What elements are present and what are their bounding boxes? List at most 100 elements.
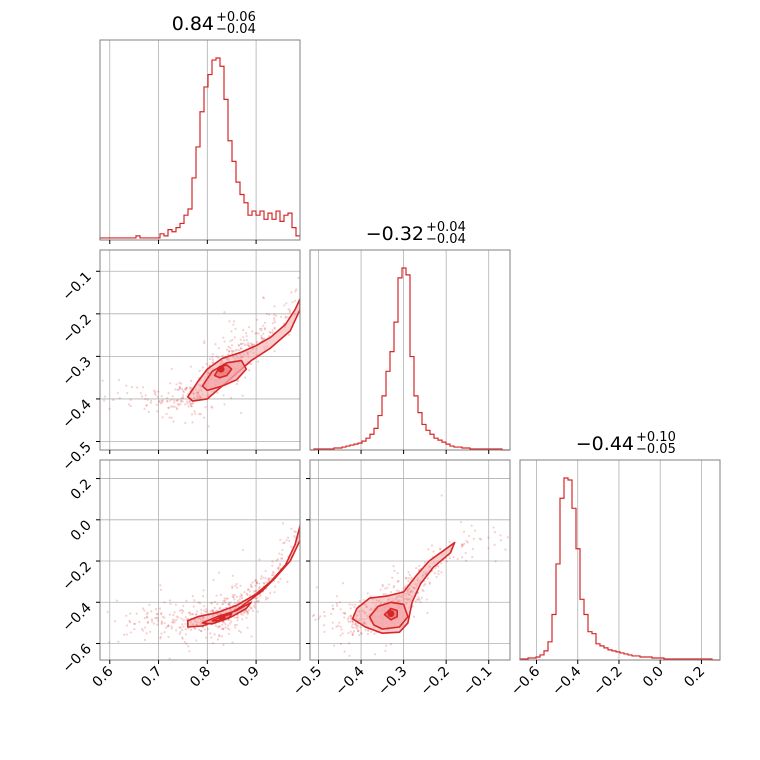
sample-point	[244, 609, 248, 612]
sample-point	[250, 635, 253, 638]
sample-point	[229, 339, 232, 343]
sample-point	[233, 594, 237, 597]
sample-point	[240, 593, 243, 596]
sample-point	[293, 299, 297, 302]
sample-point	[161, 399, 164, 402]
sample-point	[250, 606, 253, 609]
sample-point	[241, 394, 244, 397]
sample-point	[219, 593, 222, 596]
sample-point	[348, 642, 351, 645]
sample-point	[177, 404, 180, 407]
sample-point	[178, 386, 181, 389]
sample-point	[156, 613, 159, 616]
sample-point	[356, 625, 360, 628]
sample-point	[228, 602, 231, 605]
sample-point	[218, 625, 222, 628]
sample-point	[189, 402, 192, 405]
sample-point	[268, 330, 271, 334]
sample-point	[190, 379, 193, 382]
sample-point	[312, 613, 316, 617]
sample-point	[412, 615, 416, 618]
x-tick-label: 0.8	[187, 664, 214, 691]
sample-point	[129, 612, 132, 615]
sample-point	[189, 404, 193, 408]
sample-point	[273, 305, 276, 308]
sample-point	[246, 343, 249, 346]
sample-point	[216, 638, 220, 641]
sample-point	[112, 398, 115, 402]
sample-point	[165, 626, 168, 629]
sample-point	[182, 664, 184, 666]
sample-point	[239, 347, 242, 350]
sample-point	[426, 577, 429, 580]
sample-point	[228, 350, 231, 353]
sample-point	[254, 578, 257, 582]
sample-point	[189, 387, 192, 390]
sample-point	[250, 362, 253, 365]
sample-point	[323, 610, 326, 614]
sample-point	[257, 332, 260, 335]
sample-point	[190, 405, 193, 408]
sample-point	[267, 577, 270, 580]
sample-point	[277, 568, 280, 571]
sample-point	[283, 304, 286, 307]
sample-point	[167, 392, 170, 395]
sample-point	[245, 339, 248, 342]
sample-point	[159, 635, 162, 639]
sample-point	[279, 315, 283, 318]
x-tick-label: −0.6	[508, 663, 543, 698]
sample-point	[242, 335, 245, 339]
sample-point	[233, 336, 236, 339]
sample-point	[271, 573, 274, 577]
sample-point	[471, 547, 475, 551]
sample-point	[125, 633, 128, 636]
sample-point	[222, 394, 225, 397]
sample-point	[193, 599, 196, 602]
sample-point	[205, 636, 208, 639]
sample-point	[240, 342, 243, 346]
sample-point	[349, 614, 352, 618]
sample-point	[349, 620, 352, 623]
sample-point	[291, 301, 294, 304]
sample-point	[168, 416, 171, 419]
sample-point	[160, 622, 163, 625]
sample-point	[203, 342, 206, 345]
sample-point	[332, 607, 335, 610]
sample-point	[247, 608, 251, 612]
sample-point	[294, 290, 297, 293]
sample-point	[427, 548, 430, 551]
sample-point	[189, 403, 193, 406]
sample-point	[251, 330, 254, 333]
sample-point	[428, 581, 431, 584]
sample-point	[179, 630, 182, 634]
sample-point	[172, 613, 175, 617]
sample-point	[133, 622, 136, 626]
sample-point	[239, 584, 242, 587]
sample-point	[224, 601, 227, 604]
sample-point	[156, 619, 160, 622]
sample-point	[255, 581, 258, 585]
sample-point	[174, 388, 177, 391]
sample-point	[180, 399, 183, 402]
sample-point	[217, 571, 221, 574]
sample-point	[242, 611, 245, 614]
sample-point	[167, 624, 170, 627]
sample-point	[273, 350, 276, 353]
sample-point	[203, 604, 206, 608]
sample-point	[241, 618, 244, 621]
sample-point	[190, 612, 194, 616]
panel-frame	[99, 39, 301, 241]
sample-point	[144, 394, 147, 397]
sample-point	[173, 619, 176, 622]
sample-point	[259, 577, 263, 580]
sample-point	[262, 581, 265, 585]
sample-point	[179, 403, 182, 406]
sample-point	[225, 597, 228, 600]
sample-point	[210, 602, 213, 605]
sample-point	[192, 613, 195, 616]
sample-point	[174, 603, 178, 606]
sample-point	[222, 628, 225, 631]
sample-point	[397, 579, 400, 583]
sample-point	[169, 382, 172, 385]
sample-point	[241, 548, 245, 552]
